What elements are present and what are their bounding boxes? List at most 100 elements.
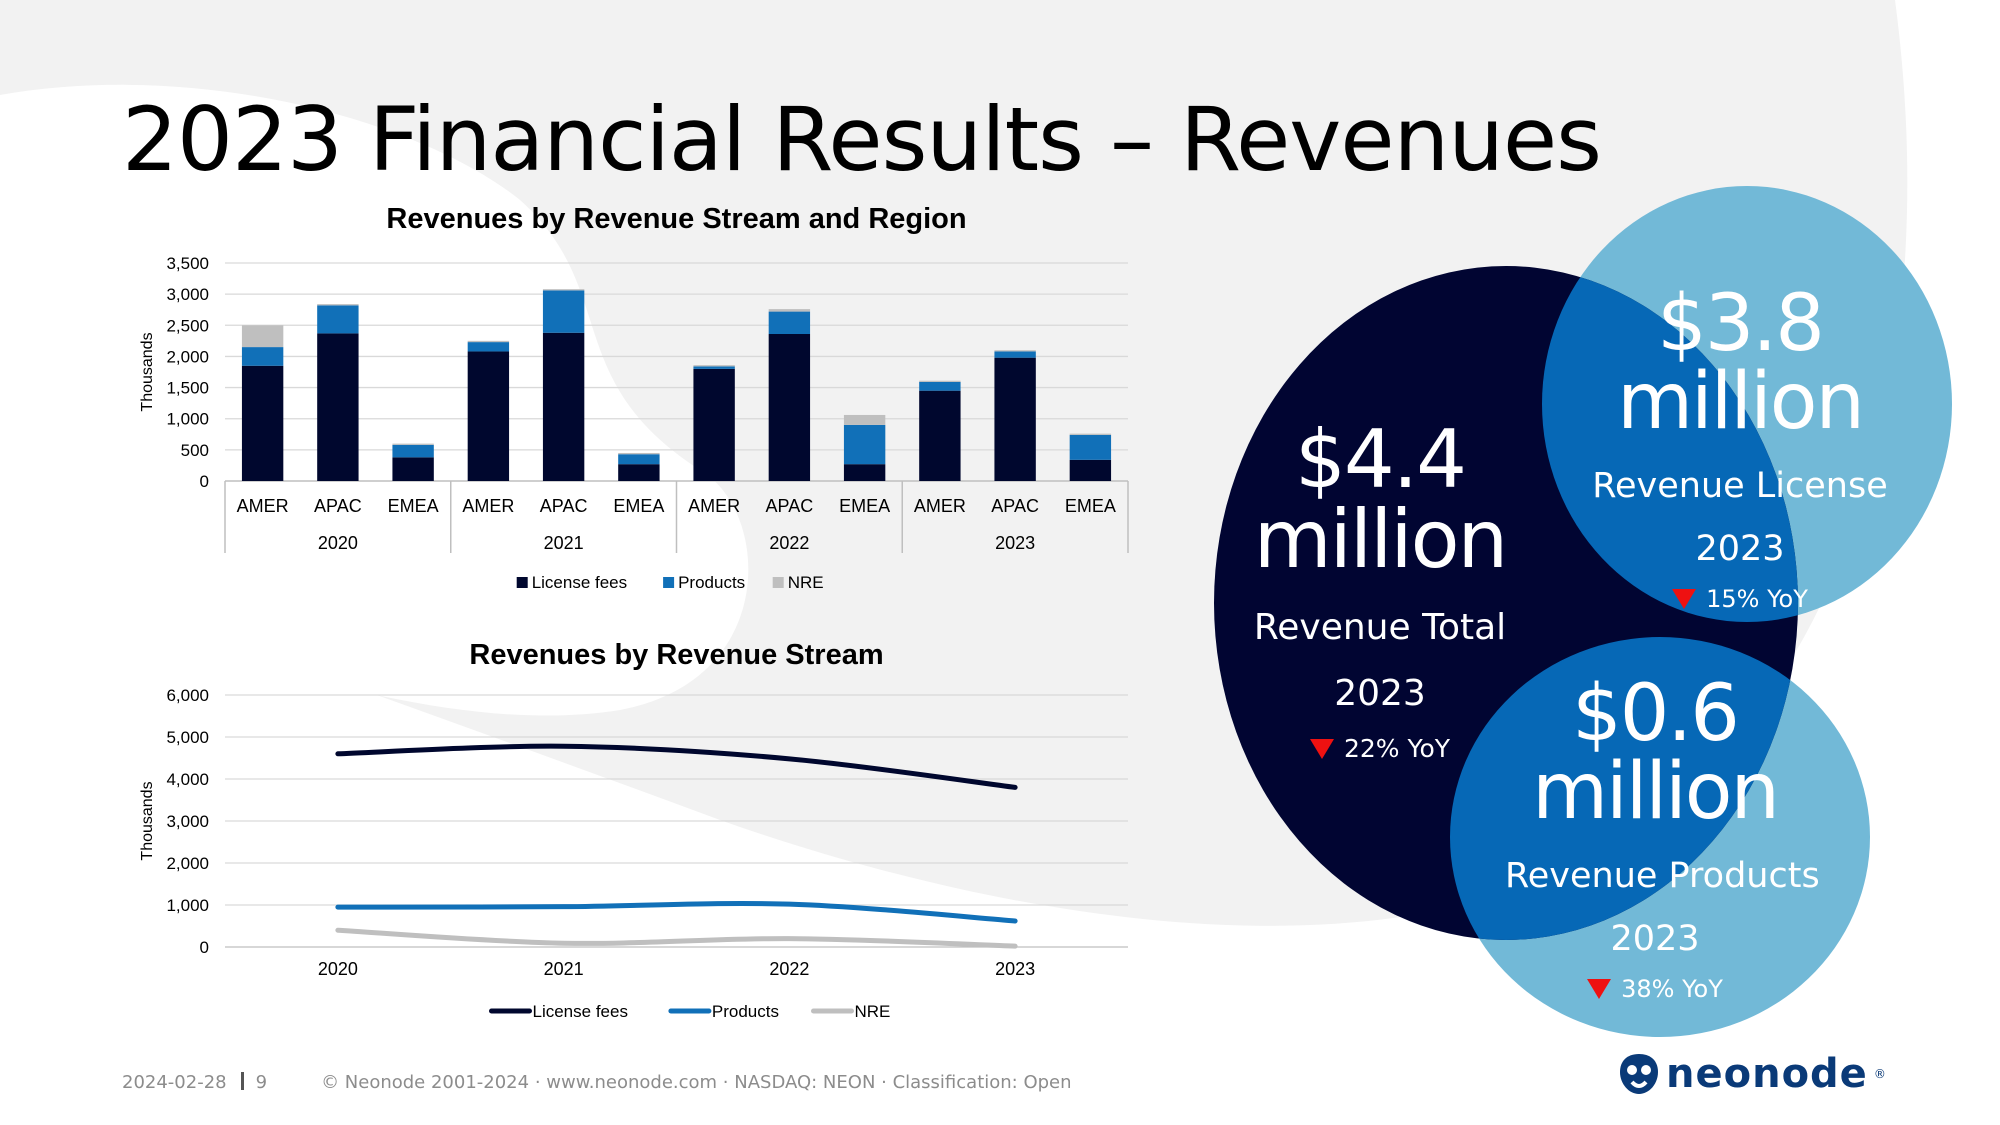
y-tick-label: 1,500 xyxy=(166,379,209,398)
series-line xyxy=(335,743,1018,790)
kpi-total-change-text: 22% YoY xyxy=(1343,734,1451,763)
y-tick-label: 0 xyxy=(200,938,209,957)
bar-segment xyxy=(693,365,735,367)
bar-segment xyxy=(994,351,1036,358)
bar-segment xyxy=(467,340,510,343)
x-category-label: AMER xyxy=(914,496,966,516)
legend-swatch xyxy=(516,577,528,588)
bar-segment xyxy=(843,424,886,465)
kpi-products-value: $0.6 xyxy=(1572,669,1740,759)
kpi-license-change: 15% YoY xyxy=(1590,585,1890,613)
bar-segment xyxy=(317,333,359,481)
x-category-label: APAC xyxy=(314,496,362,516)
footer: 2024-02-28 9 © Neonode 2001-2024 · www.neo… xyxy=(122,1072,1072,1093)
bar-segment xyxy=(919,381,961,391)
y-axis-label: Thousands xyxy=(139,781,156,860)
down-arrow-icon xyxy=(1672,589,1697,609)
bar-segment xyxy=(1069,433,1112,435)
x-tick-label: 2023 xyxy=(995,959,1035,979)
bar-segment xyxy=(693,368,735,481)
y-tick-label: 5,000 xyxy=(166,728,209,747)
kpi-products-unit: million xyxy=(1532,747,1780,837)
chart-title: Revenues by Revenue Stream and Region xyxy=(386,203,966,235)
footer-page-number: 9 xyxy=(255,1072,268,1093)
kpi-license: $3.8 million Revenue License 2023 15% Yo… xyxy=(1590,285,1890,613)
kpi-products: $0.6 million Revenue Products 2023 38% Y… xyxy=(1505,669,1820,1003)
legend-label: NRE xyxy=(855,1002,891,1021)
y-tick-label: 3,000 xyxy=(166,812,209,831)
bar-segment xyxy=(1069,459,1112,481)
y-axis-label: Thousands xyxy=(139,332,156,411)
bar-segment xyxy=(693,366,735,369)
y-tick-label: 1,000 xyxy=(166,410,209,429)
x-category-label: AMER xyxy=(237,496,289,516)
kpi-total: $4.4 million Revenue Total 2023 22% YoY xyxy=(1230,413,1530,764)
y-tick-label: 6,000 xyxy=(166,686,209,705)
bar-segment xyxy=(392,457,434,481)
kpi-products-change: 38% YoY xyxy=(1505,975,1805,1003)
bar-segment xyxy=(1069,434,1112,460)
bar-segment xyxy=(843,464,886,481)
legend-label: NRE xyxy=(788,573,824,592)
bar-segment xyxy=(919,390,961,481)
down-arrow-icon xyxy=(1309,738,1334,759)
y-tick-label: 4,000 xyxy=(166,770,209,789)
x-category-label: EMEA xyxy=(388,496,439,516)
series-line xyxy=(335,900,1018,924)
down-arrow-icon xyxy=(1587,979,1612,999)
bar-segment xyxy=(392,443,434,445)
logo-mark-icon xyxy=(1620,1054,1658,1094)
bar-segment xyxy=(618,452,660,455)
bar-segment xyxy=(241,347,284,366)
kpi-license-year: 2023 xyxy=(1695,529,1785,569)
kpi-products-year: 2023 xyxy=(1610,919,1700,959)
x-category-label: EMEA xyxy=(1065,496,1116,516)
bar-segment xyxy=(768,311,811,335)
x-category-label: AMER xyxy=(688,496,740,516)
bar-segment xyxy=(467,351,510,481)
bar-segment xyxy=(768,334,811,481)
legend-swatch xyxy=(772,577,784,588)
chart-title: Revenues by Revenue Stream xyxy=(469,639,883,671)
bar-segment xyxy=(843,414,886,425)
y-tick-label: 0 xyxy=(200,472,209,491)
kpi-license-label: Revenue License xyxy=(1592,466,1888,506)
x-category-label: EMEA xyxy=(839,496,890,516)
y-tick-label: 2,500 xyxy=(166,316,209,335)
footer-copyright: © Neonode 2001-2024 · www.neonode.com · … xyxy=(321,1072,1072,1093)
kpi-license-change-text: 15% YoY xyxy=(1706,585,1808,613)
y-tick-label: 500 xyxy=(181,441,209,460)
x-category-label: AMER xyxy=(462,496,514,516)
bar-segment xyxy=(542,289,585,291)
bubble-overlap-products xyxy=(1450,637,1798,940)
stacked-bar-chart: Revenues by Revenue Stream and Region 0 50… xyxy=(139,203,1129,592)
x-tick-label: 2022 xyxy=(769,959,809,979)
kpi-total-value: $4.4 xyxy=(1294,413,1467,506)
legend-label: License fees xyxy=(532,573,627,592)
footer-divider xyxy=(240,1072,244,1090)
bar-segment xyxy=(241,325,284,348)
y-tick-label: 2,000 xyxy=(166,347,209,366)
bar-segment xyxy=(768,309,811,312)
bar-segment xyxy=(317,305,359,334)
series-line xyxy=(335,927,1018,949)
bar-segment xyxy=(542,290,585,333)
bar-segment xyxy=(467,342,510,352)
bar-segment xyxy=(618,464,660,481)
y-tick-label: 3,000 xyxy=(166,285,209,304)
neonode-logo: neonode ® xyxy=(1618,1051,1886,1097)
x-category-label: APAC xyxy=(540,496,588,516)
bar-segment xyxy=(994,357,1036,481)
kpi-total-unit: million xyxy=(1253,493,1508,586)
x-group-label: 2021 xyxy=(544,533,584,553)
bar-segment xyxy=(994,350,1036,352)
x-group-label: 2022 xyxy=(769,533,809,553)
y-tick-label: 3,500 xyxy=(166,254,209,273)
y-tick-label: 1,000 xyxy=(166,896,209,915)
logo-text: neonode xyxy=(1666,1051,1868,1097)
line-chart: Revenues by Revenue Stream 0 1,000 2,000 3,0… xyxy=(139,639,1128,1021)
x-tick-label: 2020 xyxy=(318,959,358,979)
bar-segment xyxy=(241,365,284,481)
kpi-total-change: 22% YoY xyxy=(1230,734,1530,763)
kpi-license-unit: million xyxy=(1617,357,1865,447)
